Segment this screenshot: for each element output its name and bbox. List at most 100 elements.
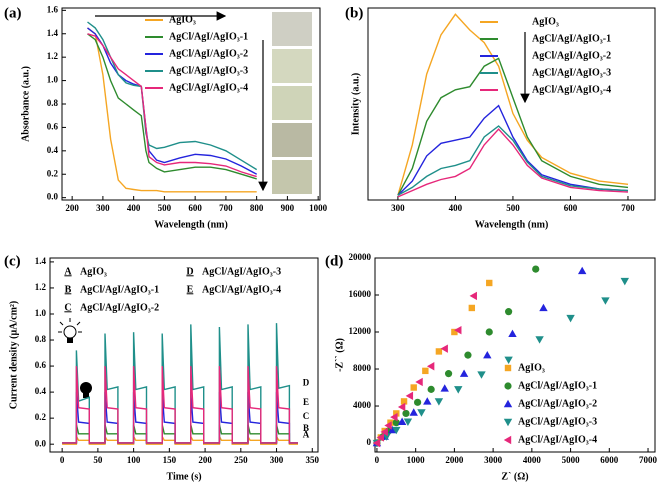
marker — [504, 364, 512, 372]
x-tick-label: 5000 — [562, 455, 581, 465]
legend-label: AgCl/AgI/AgIO₃-1 — [518, 380, 597, 391]
x-tick-label: 100 — [127, 455, 141, 465]
data-line — [397, 128, 629, 198]
plot-frame — [374, 257, 656, 453]
data-line — [397, 57, 629, 196]
y-tick-label: 4000 — [353, 400, 372, 410]
marker — [440, 384, 449, 392]
marker — [508, 329, 517, 338]
data-line — [62, 323, 298, 444]
series-letter: C — [303, 411, 310, 421]
marker — [414, 398, 422, 406]
data-line — [62, 392, 298, 444]
legend-label: AgCl/AgI/AgIO₃-3 — [202, 266, 281, 277]
y-axis-label: Current density (μA/cm²) — [8, 301, 19, 409]
x-tick-label: 0 — [375, 455, 380, 465]
marker — [505, 308, 513, 316]
bulb-off — [80, 382, 92, 398]
bulb-on — [58, 318, 82, 343]
marker — [400, 398, 408, 405]
data-line — [87, 27, 257, 193]
sample-photo — [272, 86, 312, 120]
y-tick-label: 1.2 — [47, 51, 59, 61]
marker — [451, 328, 458, 336]
series-letter: D — [303, 377, 310, 387]
y-tick-label: 0.6 — [35, 360, 47, 370]
x-tick-label: 200 — [198, 455, 212, 465]
marker — [486, 279, 493, 287]
y-axis-label: -Z`` (Ω) — [334, 338, 345, 372]
legend-label: AgCl/AgI/AgIO₃-4 — [532, 84, 611, 95]
x-tick-label: 0 — [60, 455, 65, 465]
y-tick-label: 0.8 — [47, 98, 59, 108]
marker — [503, 418, 513, 427]
marker — [388, 425, 397, 434]
x-tick-label: 2000 — [445, 455, 464, 465]
x-tick-label: 400 — [449, 203, 463, 213]
marker — [409, 408, 418, 416]
legend-label: AgCl/AgI/AgIO₃-1 — [532, 33, 611, 44]
x-tick-label: 400 — [127, 203, 141, 213]
legend-letter: C — [64, 302, 71, 313]
marker — [410, 384, 417, 391]
x-tick-label: 150 — [163, 455, 177, 465]
marker — [459, 369, 469, 377]
marker — [405, 391, 414, 401]
y-tick-label: 0.6 — [47, 121, 59, 131]
y-tick-label: 8000 — [353, 363, 372, 373]
y-tick-label: 0.4 — [47, 145, 59, 155]
marker — [384, 421, 392, 430]
plot-frame — [49, 257, 319, 453]
y-tick-label: 12000 — [349, 326, 372, 336]
marker — [454, 325, 462, 335]
y-tick-label: 0.0 — [47, 192, 59, 202]
marker — [397, 417, 407, 425]
decorations — [58, 11, 530, 398]
marker — [382, 433, 391, 441]
y-tick-label: 1.4 — [35, 256, 47, 266]
legend-letter: E — [187, 284, 194, 295]
y-tick-label: 1.6 — [47, 4, 59, 14]
legend-label: AgCl/AgI/AgIO₃-2 — [532, 50, 611, 61]
legend-letter: B — [65, 284, 72, 295]
x-tick-label: 350 — [306, 455, 320, 465]
marker — [392, 419, 400, 427]
marker — [464, 351, 472, 359]
y-axis-label: Intensity (a.u.) — [350, 73, 361, 136]
x-tick-label: 1000 — [309, 203, 328, 213]
x-tick-label: 300 — [270, 455, 284, 465]
legend-letter: A — [64, 266, 72, 277]
marker — [454, 386, 463, 394]
plot-frame — [367, 7, 656, 201]
x-axis-label: Z` (Ω) — [501, 471, 528, 482]
legend-label: AgCl/AgI/AgIO₃-3 — [169, 65, 248, 76]
marker — [566, 314, 575, 323]
x-tick-label: 700 — [621, 203, 635, 213]
y-axis-label: Absorbance (a.u.) — [20, 66, 31, 142]
marker — [504, 356, 513, 364]
sample-photo — [272, 123, 312, 157]
legend-label: AgCl/AgI/AgIO₃-3 — [518, 416, 597, 427]
y-tick-label: 0.0 — [35, 438, 47, 448]
sample-photo — [272, 49, 312, 83]
y-tick-label: 20000 — [349, 252, 372, 262]
legend-label: AgCl/AgI/AgIO₃-3 — [532, 67, 611, 78]
x-tick-label: 800 — [250, 203, 264, 213]
data-line — [62, 424, 298, 444]
legend-label: AgCl/AgI/AgIO₃-1 — [169, 31, 248, 42]
marker — [376, 433, 385, 442]
data-line — [397, 13, 629, 196]
legend-letter: D — [186, 266, 193, 277]
legend-label: AgCl/AgI/AgIO₃-1 — [80, 284, 159, 295]
legend-label: AgIO₃ — [169, 14, 196, 25]
marker — [503, 399, 513, 408]
marker — [483, 350, 492, 359]
x-axis-label: Wavelength (nm) — [475, 219, 549, 230]
marker — [422, 367, 429, 375]
marker — [392, 426, 401, 435]
legend-label: AgIO₃ — [80, 266, 107, 277]
y-tick-label: 1.4 — [47, 28, 59, 38]
legend-label: AgCl/AgI/AgIO₃-2 — [169, 48, 248, 59]
marker — [539, 303, 548, 312]
x-tick-label: 300 — [96, 203, 110, 213]
